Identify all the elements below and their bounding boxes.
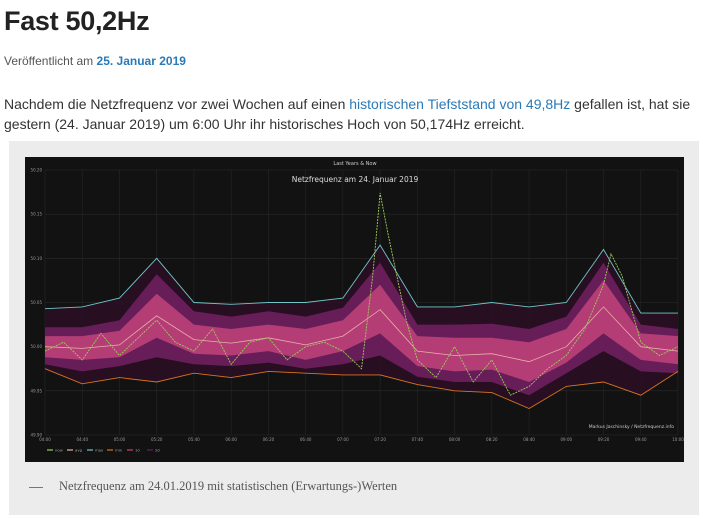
x-tick-label: 07:00 (337, 437, 349, 442)
sigma1-band (45, 280, 678, 382)
x-tick-label: 06:20 (263, 437, 275, 442)
tiefststand-link[interactable]: historischen Tiefststand von 49,8Hz (349, 96, 571, 112)
x-tick-label: 09:00 (561, 437, 573, 442)
legend-label: avg (75, 448, 83, 453)
chart-credit: Markus Jaschinsky / Netzfrequenz.info (589, 424, 674, 430)
x-tick-label: 08:00 (449, 437, 461, 442)
post-meta: Veröffentlicht am 25. Januar 2019 (4, 54, 186, 68)
x-tick-label: 07:20 (374, 437, 386, 442)
y-tick-label: 50.20 (31, 168, 43, 173)
x-tick-label: 05:20 (151, 437, 163, 442)
figure: Last Years & Now 50.20 50.15 50.10 50.05 50.… (9, 141, 699, 515)
caption-text: Netzfrequenz am 24.01.2019 mit statistis… (59, 479, 398, 493)
y-tick-label: 50.05 (31, 300, 43, 305)
series-now-line (44, 192, 679, 396)
series-avg-line (44, 306, 679, 363)
x-tick-label: 04:00 (39, 437, 51, 442)
y-tick-label: 49.95 (31, 388, 43, 393)
paragraph-text-2: gefallen ist, hat sie gestern (24. Janua… (4, 96, 691, 132)
post-date-link[interactable]: 25. Januar 2019 (96, 54, 186, 68)
chart-title: Netzfrequenz am 24. Januar 2019 (292, 175, 419, 184)
chart-svg: Last Years & Now 50.20 50.15 50.10 50.05 50.… (31, 161, 684, 453)
x-tick-label: 04:40 (76, 437, 88, 442)
paragraph-text-1: Nachdem die Netzfrequenz vor zwei Wochen… (4, 96, 350, 112)
x-tick-label: 07:40 (412, 437, 424, 442)
y-tick-label: 50.10 (31, 256, 43, 261)
x-tick-label: 09:40 (635, 437, 647, 442)
x-tick-label: 06:40 (300, 437, 312, 442)
y-tick-label: 50.15 (31, 212, 43, 217)
series-min-line (44, 368, 679, 410)
legend-label: max (95, 448, 104, 453)
x-tick-label: 09:20 (598, 437, 610, 442)
x-tick-label: 06:00 (225, 437, 237, 442)
frequency-chart[interactable]: Last Years & Now 50.20 50.15 50.10 50.05 50.… (25, 157, 684, 462)
legend-label: now (55, 448, 63, 453)
x-tick-label: 05:40 (188, 437, 200, 442)
series-max-line (44, 244, 678, 314)
x-tick-label: 10:00 (672, 437, 684, 442)
meta-prefix: Veröffentlicht am (4, 54, 94, 68)
legend-label: 1σ (135, 448, 140, 453)
post-title: Fast 50,2Hz (4, 6, 150, 36)
x-tick-label: 05:00 (114, 437, 126, 442)
caption-dash (29, 486, 43, 488)
legend-label: min (115, 448, 123, 453)
figure-caption: Netzfrequenz am 24.01.2019 mit statistis… (29, 479, 397, 494)
x-tick-label: 08:40 (523, 437, 535, 442)
x-tick-label: 08:20 (486, 437, 498, 442)
legend-label: 2σ (155, 448, 160, 453)
y-tick-label: 50.00 (31, 344, 43, 349)
chart-header: Last Years & Now (333, 161, 376, 167)
post-paragraph: Nachdem die Netzfrequenz vor zwei Wochen… (4, 94, 694, 134)
y-tick-label: 49.90 (31, 433, 43, 438)
